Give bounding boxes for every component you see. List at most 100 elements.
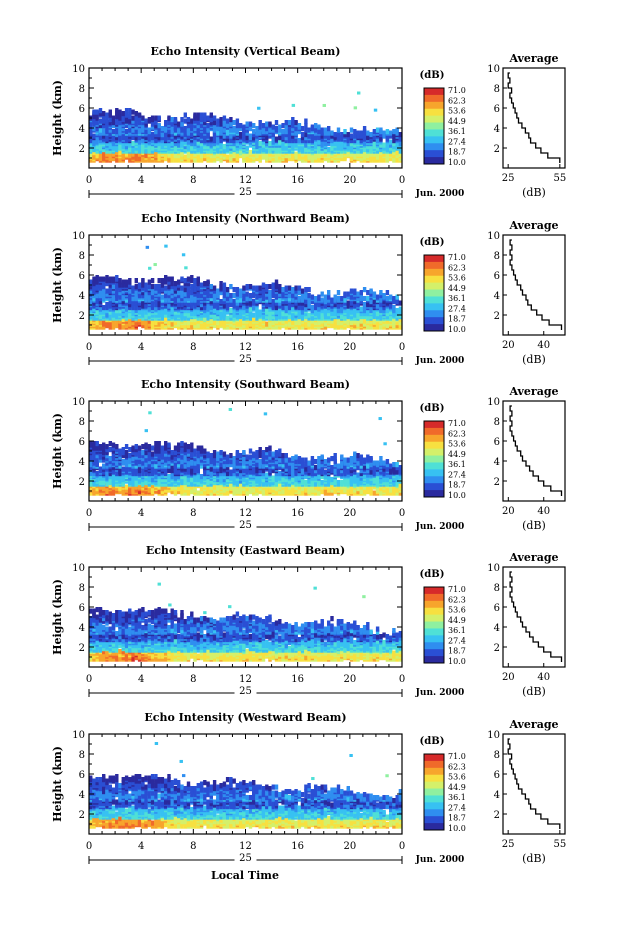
echo-cell xyxy=(385,311,390,317)
echo-cell xyxy=(92,118,96,124)
echo-cell xyxy=(170,474,174,480)
echo-cell xyxy=(225,324,230,330)
echo-cell xyxy=(265,291,269,297)
echo-cell xyxy=(124,108,129,114)
echo-cell xyxy=(340,132,344,138)
echo-cell xyxy=(153,263,157,267)
echo-cell xyxy=(183,278,187,284)
colorbar-tick-label: 71.0 xyxy=(448,253,466,262)
echo-cell xyxy=(183,453,187,459)
echo-cell xyxy=(333,294,337,300)
echo-cell xyxy=(297,285,302,291)
colorbar-tick-label: 27.4 xyxy=(448,137,466,146)
echo-cell xyxy=(164,126,168,132)
echo-cell xyxy=(137,465,142,471)
colorbar-tick-label: 18.7 xyxy=(448,315,466,324)
echo-cell xyxy=(271,124,275,130)
echo-cell xyxy=(297,138,302,144)
echo-cell xyxy=(183,287,187,293)
echo-cell xyxy=(304,127,308,133)
echo-cell xyxy=(372,312,377,318)
echo-cell xyxy=(209,293,213,299)
echo-cell xyxy=(239,132,243,138)
echo-cell xyxy=(157,296,161,302)
echo-cell xyxy=(379,290,383,296)
echo-cell xyxy=(170,120,174,126)
echo-cell xyxy=(209,120,213,126)
echo-cell xyxy=(121,282,125,288)
echo-cell xyxy=(105,288,109,294)
echo-cell xyxy=(98,156,103,162)
echo-cell xyxy=(379,157,383,163)
echo-cell xyxy=(281,123,285,129)
echo-cell xyxy=(131,285,135,291)
echo-cell xyxy=(167,303,171,309)
echo-cell xyxy=(229,117,233,123)
echo-cell xyxy=(395,130,399,136)
echo-cell xyxy=(102,115,106,121)
echo-cell xyxy=(314,148,318,154)
echo-cell xyxy=(167,144,171,150)
echo-cell xyxy=(216,124,220,130)
echo-cell xyxy=(128,126,132,132)
echo-cell xyxy=(353,323,357,329)
echo-cell xyxy=(186,276,191,282)
echo-cell xyxy=(173,450,178,456)
echo-cell xyxy=(291,117,295,123)
echo-cell xyxy=(150,284,155,290)
echo-cell xyxy=(314,135,318,141)
echo-cell xyxy=(322,103,326,107)
echo-cell xyxy=(346,312,350,318)
echo-cell xyxy=(183,129,187,135)
echo-cell xyxy=(150,466,155,472)
echo-cell xyxy=(265,141,269,147)
echo-cell xyxy=(115,447,119,453)
echo-cell xyxy=(131,135,135,141)
echo-cell xyxy=(180,276,184,282)
echo-cell xyxy=(141,120,145,126)
echo-cell xyxy=(382,324,386,330)
echo-cell xyxy=(252,291,256,297)
echo-cell xyxy=(190,447,194,453)
echo-cell xyxy=(177,285,181,291)
echo-cell xyxy=(177,138,181,144)
echo-cell xyxy=(372,291,377,297)
echo-cell xyxy=(239,123,243,129)
echo-cell xyxy=(98,444,103,450)
colorbar-swatch xyxy=(424,282,444,291)
echo-cell xyxy=(392,138,396,144)
echo-cell xyxy=(327,126,331,132)
echo-cell xyxy=(359,321,363,327)
echo-cell xyxy=(346,135,350,141)
echo-cell xyxy=(98,130,103,136)
echo-cell xyxy=(245,296,249,302)
echo-cell xyxy=(89,465,93,471)
echo-cell xyxy=(144,450,148,456)
echo-cell xyxy=(181,253,186,257)
echo-cell xyxy=(304,294,308,300)
echo-cell xyxy=(183,305,187,311)
echo-cell xyxy=(372,309,377,315)
echo-cell xyxy=(248,306,253,312)
echo-cell xyxy=(346,138,350,144)
echo-cell xyxy=(186,315,191,321)
echo-cell xyxy=(281,139,285,145)
echo-cell xyxy=(121,279,125,285)
echo-cell xyxy=(111,465,116,471)
echo-cell xyxy=(203,474,207,480)
echo-cell xyxy=(212,466,217,472)
echo-cell xyxy=(235,287,240,293)
echo-cell xyxy=(222,115,227,121)
echo-cell xyxy=(291,138,295,144)
echo-cell xyxy=(333,145,337,151)
echo-cell xyxy=(105,472,109,478)
echo-cell xyxy=(124,444,129,450)
echo-cell xyxy=(212,303,217,309)
echo-cell xyxy=(150,145,155,151)
echo-cell xyxy=(268,323,272,329)
echo-cell xyxy=(287,296,292,302)
echo-cell xyxy=(105,127,109,133)
profile-frame xyxy=(502,67,566,169)
echo-cell xyxy=(300,126,305,132)
echo-cell xyxy=(92,463,96,469)
